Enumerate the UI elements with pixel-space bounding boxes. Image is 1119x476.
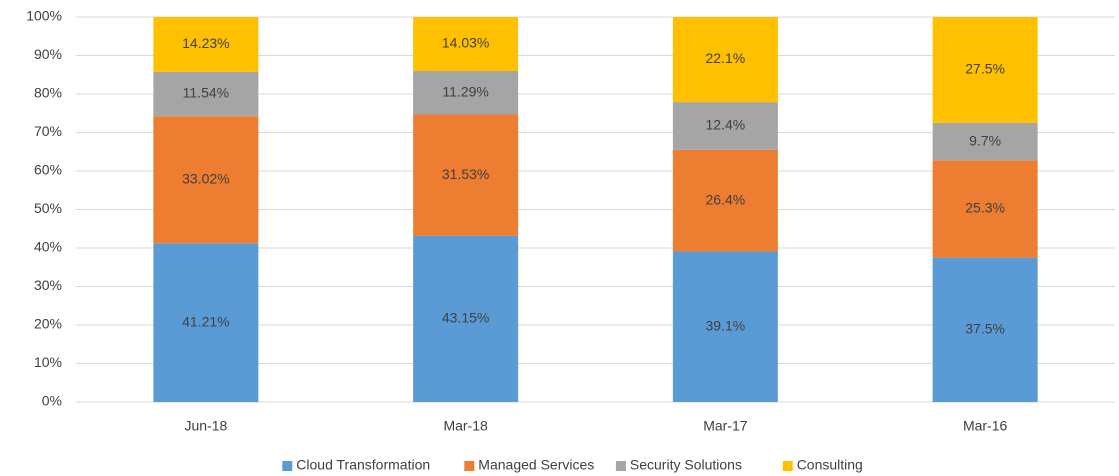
- y-tick-label: 60%: [34, 162, 62, 178]
- bar-segment: [672, 251, 778, 402]
- data-label: 39.1%: [706, 317, 746, 333]
- data-label: 31.53%: [442, 166, 489, 182]
- x-tick-label: Mar-16: [963, 418, 1008, 434]
- data-label: 25.3%: [965, 200, 1005, 216]
- bar-segment: [413, 114, 519, 236]
- bar-segment: [153, 17, 259, 72]
- y-tick-label: 0%: [42, 393, 62, 409]
- bar-segment: [413, 17, 519, 72]
- bar-segment: [413, 71, 519, 115]
- y-tick-label: 20%: [34, 316, 62, 332]
- bar-segment: [153, 116, 259, 244]
- bar-segment: [932, 17, 1038, 123]
- x-tick-label: Mar-17: [703, 418, 748, 434]
- data-label: 22.1%: [706, 50, 746, 66]
- data-label: 14.23%: [182, 35, 229, 51]
- y-tick-label: 30%: [34, 277, 62, 293]
- data-label: 37.5%: [965, 321, 1005, 337]
- y-tick-label: 40%: [34, 239, 62, 255]
- legend-swatch: [282, 461, 293, 471]
- y-tick-label: 80%: [34, 85, 62, 101]
- bar-segment: [672, 102, 778, 150]
- y-tick-label: 100%: [26, 8, 62, 24]
- x-tick-label: Jun-18: [184, 418, 227, 434]
- bar-segment: [672, 149, 778, 252]
- bar-segment: [932, 160, 1038, 258]
- legend-label: Consulting: [797, 457, 863, 473]
- data-label: 9.7%: [969, 132, 1001, 148]
- data-label: 11.54%: [183, 85, 229, 101]
- legend-label: Security Solutions: [630, 457, 742, 473]
- legend-swatch: [782, 461, 793, 471]
- data-label: 33.02%: [182, 170, 229, 186]
- data-label: 41.21%: [182, 313, 229, 329]
- data-label: 26.4%: [706, 191, 746, 207]
- y-tick-label: 10%: [34, 354, 62, 370]
- bar-segment: [932, 122, 1038, 161]
- data-label: 43.15%: [442, 310, 489, 326]
- x-tick-label: Mar-18: [443, 418, 488, 434]
- bar-segment: [932, 257, 1038, 402]
- bar-segment: [413, 235, 519, 402]
- y-tick-label: 50%: [34, 200, 62, 216]
- data-label: 14.03%: [442, 35, 489, 51]
- data-label: 12.4%: [706, 117, 746, 133]
- legend-swatch: [615, 461, 626, 471]
- legend-label: Managed Services: [478, 457, 594, 473]
- bar-segment: [672, 17, 778, 103]
- bar-segment: [153, 71, 259, 117]
- data-label: 27.5%: [965, 61, 1005, 77]
- legend-swatch: [464, 461, 475, 471]
- data-label: 11.29%: [442, 83, 488, 99]
- bar-segment: [153, 243, 259, 402]
- y-tick-label: 70%: [34, 123, 62, 139]
- legend-label: Cloud Transformation: [296, 457, 430, 473]
- y-tick-label: 90%: [34, 46, 62, 62]
